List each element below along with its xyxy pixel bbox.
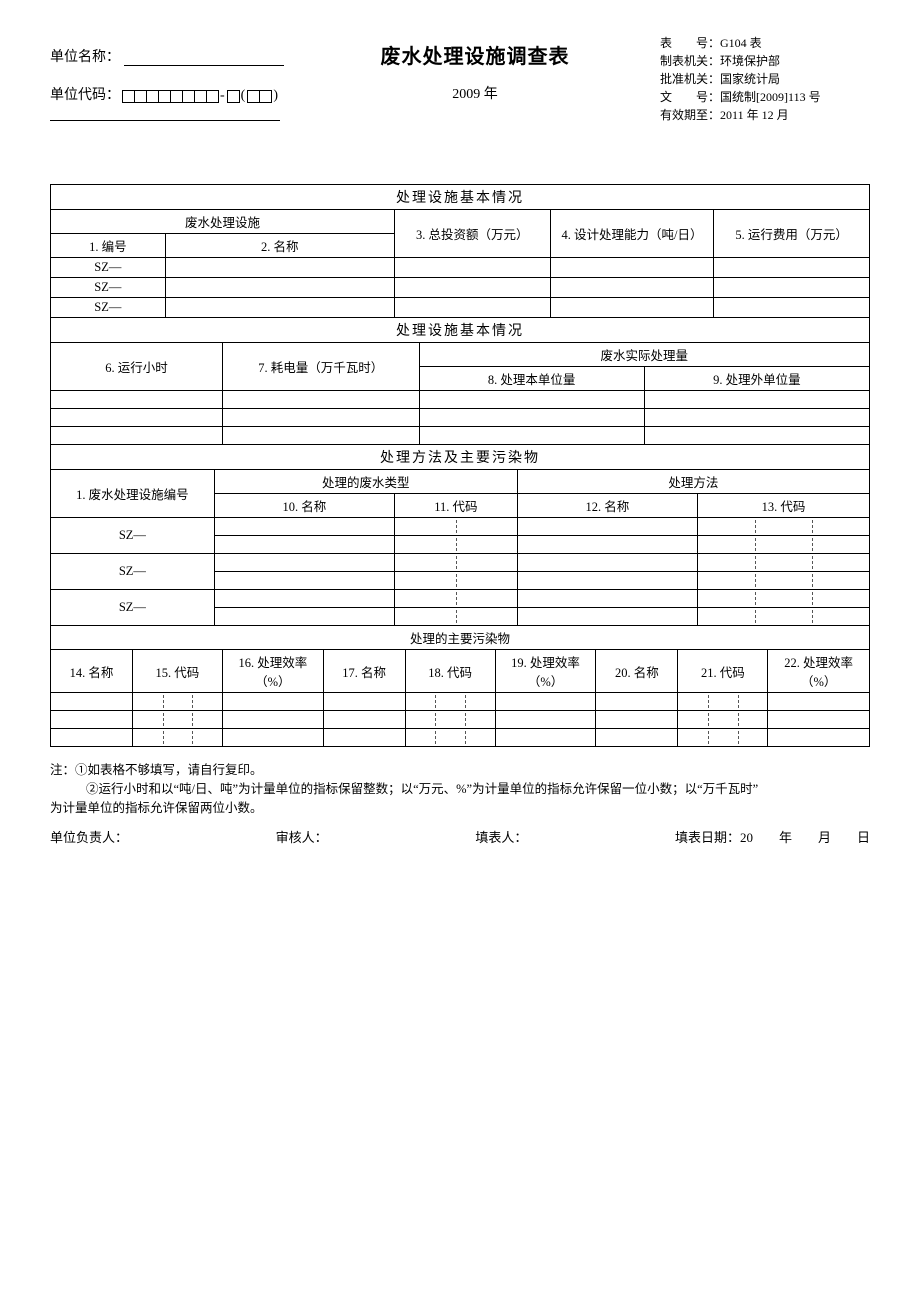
col-15: 15. 代码 — [132, 650, 222, 693]
section4-title: 处理的主要污染物 — [51, 626, 870, 650]
col-17: 17. 名称 — [323, 650, 405, 693]
col-7: 7. 耗电量（万千瓦时） — [222, 343, 419, 391]
section2-table: 处理设施基本情况 6. 运行小时 7. 耗电量（万千瓦时） 废水实际处理量 8.… — [50, 318, 870, 445]
col-10: 10. 名称 — [214, 494, 394, 518]
col-21: 21. 代码 — [678, 650, 768, 693]
col-19: 19. 处理效率（%） — [495, 650, 596, 693]
section3-typegroup: 处理的废水类型 — [214, 470, 517, 494]
col-14: 14. 名称 — [51, 650, 133, 693]
col-id: 1. 废水处理设施编号 — [51, 470, 215, 518]
col-4: 4. 设计处理能力（吨/日） — [550, 210, 714, 258]
meta-doc-label: 文 号： — [660, 88, 720, 106]
meta-approver: 国家统计局 — [720, 70, 780, 88]
sign-2: 审核人： — [276, 827, 328, 846]
s3-r3-id: SZ— — [51, 590, 215, 626]
section2-group: 废水实际处理量 — [419, 343, 869, 367]
sign-1: 单位负责人： — [50, 827, 128, 846]
col-18: 18. 代码 — [405, 650, 495, 693]
unit-code-boxes: - () — [122, 88, 280, 104]
meta-maker: 环境保护部 — [720, 52, 780, 70]
section1-title: 处理设施基本情况 — [51, 185, 870, 210]
meta-doc: 国统制[2009]113 号 — [720, 88, 821, 106]
section1-table: 处理设施基本情况 废水处理设施 3. 总投资额（万元） 4. 设计处理能力（吨/… — [50, 184, 870, 318]
col-3: 3. 总投资额（万元） — [394, 210, 550, 258]
meta-table-no-label: 表 号： — [660, 34, 720, 52]
col-6: 6. 运行小时 — [51, 343, 223, 391]
note-1: 注：①如表格不够填写，请自行复印。 — [50, 761, 870, 780]
col-8: 8. 处理本单位量 — [419, 367, 644, 391]
signature-row: 单位负责人： 审核人： 填表人： 填表日期：20 年 月 日 — [50, 827, 870, 846]
s1-row3-id: SZ— — [51, 298, 166, 318]
meta-approver-label: 批准机关： — [660, 70, 720, 88]
meta-valid: 2011 年 12 月 — [720, 106, 789, 124]
meta-table-no: G104 表 — [720, 34, 762, 52]
section3-title: 处理方法及主要污染物 — [51, 445, 870, 470]
meta-valid-label: 有效期至： — [660, 106, 720, 124]
section2-title: 处理设施基本情况 — [51, 318, 870, 343]
s1-row2-id: SZ— — [51, 278, 166, 298]
col-2: 2. 名称 — [165, 234, 394, 258]
col-9: 9. 处理外单位量 — [644, 367, 869, 391]
col-1: 1. 编号 — [51, 234, 166, 258]
unit-name-label: 单位名称： — [50, 46, 120, 66]
section3-methodgroup: 处理方法 — [517, 470, 869, 494]
note-3: 为计量单位的指标允许保留两位小数。 — [50, 799, 870, 818]
section3-table: 处理方法及主要污染物 1. 废水处理设施编号 处理的废水类型 处理方法 10. … — [50, 445, 870, 626]
header-meta: 表 号：G104 表 制表机关：环境保护部 批准机关：国家统计局 文 号：国统制… — [660, 30, 870, 124]
notes: 注：①如表格不够填写，请自行复印。 ②运行小时和以“吨/日、吨”为计量单位的指标… — [50, 761, 870, 817]
s3-r2-id: SZ— — [51, 554, 215, 590]
col-11: 11. 代码 — [394, 494, 517, 518]
s3-r1-id: SZ— — [51, 518, 215, 554]
col-22: 22. 处理效率（%） — [768, 650, 870, 693]
col-13: 13. 代码 — [697, 494, 869, 518]
sign-4: 填表日期：20 年 月 日 — [675, 827, 870, 846]
section1-group: 废水处理设施 — [51, 210, 395, 234]
header-left: 单位名称： 单位代码： - () — [50, 30, 290, 121]
meta-maker-label: 制表机关： — [660, 52, 720, 70]
s1-row1-id: SZ— — [51, 258, 166, 278]
page-title: 废水处理设施调查表 — [381, 40, 570, 69]
section4-table: 处理的主要污染物 14. 名称 15. 代码 16. 处理效率（%） 17. 名… — [50, 626, 870, 747]
header-center: 废水处理设施调查表 2009 年 — [381, 30, 570, 103]
col-5: 5. 运行费用（万元） — [714, 210, 870, 258]
unit-code-label: 单位代码： — [50, 84, 120, 104]
col-20: 20. 名称 — [596, 650, 678, 693]
col-12: 12. 名称 — [517, 494, 697, 518]
form-header: 单位名称： 单位代码： - () 废水处理设施调查表 2009 年 表 号：G1… — [50, 30, 870, 124]
sign-3: 填表人： — [475, 827, 527, 846]
page-year: 2009 年 — [381, 83, 570, 103]
note-2: ②运行小时和以“吨/日、吨”为计量单位的指标保留整数；以“万元、%”为计量单位的… — [50, 780, 870, 799]
unit-name-line — [124, 65, 284, 66]
col-16: 16. 处理效率（%） — [222, 650, 323, 693]
